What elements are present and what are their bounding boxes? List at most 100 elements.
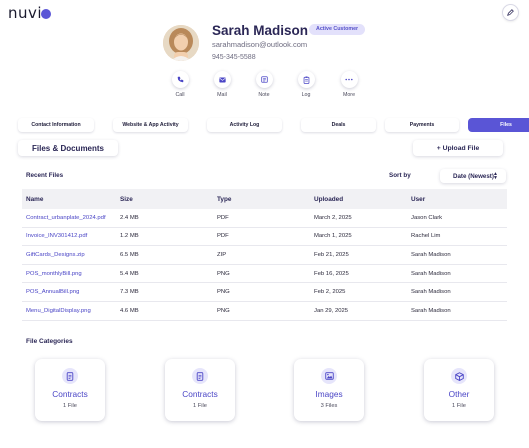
category-name: Contracts: [182, 389, 218, 399]
log-action[interactable]: Log: [291, 71, 321, 98]
file-size: 2.4 MB: [120, 214, 139, 221]
note-icon: [260, 76, 268, 83]
file-user: Rachel Lim: [411, 233, 441, 240]
category-name: Other: [448, 389, 470, 399]
file-name-link[interactable]: GiftCards_Designs.zip: [26, 251, 85, 258]
file-uploaded: Feb 21, 2025: [314, 251, 349, 258]
document-icon: [62, 368, 78, 384]
tab-bar: Contact Information Website & App Activi…: [18, 118, 529, 132]
call-action[interactable]: Call: [165, 71, 195, 98]
sort-label: Sort by: [389, 172, 411, 179]
column-header-user[interactable]: User: [411, 195, 426, 203]
sort-value: Date (Newest): [453, 172, 494, 180]
status-badge: Active Customer: [309, 24, 366, 35]
pencil-icon: [507, 9, 514, 16]
column-header-type[interactable]: Type: [217, 195, 232, 203]
tab-files[interactable]: Files: [468, 118, 529, 132]
file-type: PNG: [217, 307, 230, 314]
call-label: Call: [175, 92, 185, 98]
more-icon: [345, 78, 353, 81]
file-name-link[interactable]: POS_AnnualBill.png: [26, 289, 80, 296]
file-type: ZIP: [217, 251, 227, 258]
category-card-contracts-2[interactable]: Contracts 1 File: [165, 359, 235, 421]
file-type: PDF: [217, 214, 229, 221]
box-icon: [451, 368, 467, 384]
files-table: Name Size Type Uploaded User Contract_ur…: [22, 189, 507, 321]
category-card-contracts[interactable]: Contracts 1 File: [35, 359, 105, 421]
table-row: Menu_DigitalDisplay.png 4.6 MB PNG Jan 2…: [22, 302, 507, 321]
table-row: Invoice_INV301412.pdf 1.2 MB PDF March 1…: [22, 228, 507, 247]
category-card-images[interactable]: Images 3 Files: [294, 359, 364, 421]
category-card-other[interactable]: Other 1 File: [424, 359, 494, 421]
file-user: Sarah Madison: [411, 251, 451, 258]
mail-label: Mail: [217, 92, 227, 98]
tab-contact-information[interactable]: Contact Information: [18, 118, 94, 132]
mail-action[interactable]: Mail: [207, 71, 237, 98]
logo-text: nuvi: [8, 4, 43, 22]
upload-file-button[interactable]: + Upload File: [413, 140, 503, 156]
tab-website-app-activity[interactable]: Website & App Activity: [113, 118, 188, 132]
mail-icon: [218, 77, 226, 82]
note-action[interactable]: Note: [249, 71, 279, 98]
sort-select[interactable]: Date (Newest) ▲ ▼: [440, 169, 506, 183]
file-uploaded: Feb 2, 2025: [314, 289, 346, 296]
avatar: [163, 25, 199, 61]
column-header-uploaded[interactable]: Uploaded: [314, 195, 344, 203]
file-name-link[interactable]: Invoice_INV301412.pdf: [26, 233, 88, 240]
table-row: Contract_urbanplate_2024.pdf 2.4 MB PDF …: [22, 209, 507, 228]
file-size: 4.6 MB: [120, 307, 139, 314]
file-type: PNG: [217, 289, 230, 296]
more-button[interactable]: [340, 71, 358, 88]
more-action[interactable]: More: [334, 71, 364, 98]
more-label: More: [342, 92, 356, 98]
document-icon: [192, 368, 208, 384]
category-count: 1 File: [452, 403, 466, 409]
contact-email: sarahmadison@outlook.com: [212, 40, 308, 49]
tab-payments[interactable]: Payments: [385, 118, 459, 132]
note-label: Note: [258, 92, 270, 98]
column-header-name[interactable]: Name: [26, 195, 44, 203]
file-uploaded: March 2, 2025: [314, 214, 352, 221]
tab-activity-log[interactable]: Activity Log: [207, 118, 282, 132]
file-categories-title: File Categories: [26, 338, 73, 345]
file-uploaded: March 1, 2025: [314, 233, 352, 240]
contact-name: Sarah Madison: [212, 23, 309, 38]
image-icon: [321, 368, 337, 384]
file-size: 6.5 MB: [120, 251, 139, 258]
call-button[interactable]: [171, 71, 189, 88]
category-count: 3 Files: [320, 403, 338, 409]
file-size: 1.2 MB: [120, 233, 139, 240]
table-header: Name Size Type Uploaded User: [22, 189, 507, 209]
contact-phone: 945-345-5588: [212, 54, 256, 61]
table-row: POS_AnnualBill.png 7.3 MB PNG Feb 2, 202…: [22, 283, 507, 302]
recent-files-title: Recent Files: [26, 172, 64, 179]
category-count: 1 File: [63, 403, 77, 409]
edit-button[interactable]: [502, 4, 519, 21]
table-row: POS_monthlyBill.png 5.4 MB PNG Feb 16, 2…: [22, 265, 507, 284]
logo-mark: [41, 8, 52, 19]
table-row: GiftCards_Designs.zip 6.5 MB ZIP Feb 21,…: [22, 246, 507, 265]
file-user: Jason Clark: [411, 214, 443, 221]
column-header-size[interactable]: Size: [120, 195, 133, 203]
file-name-link[interactable]: Menu_DigitalDisplay.png: [26, 307, 91, 314]
file-user: Sarah Madison: [411, 289, 451, 296]
category-count: 1 File: [193, 403, 207, 409]
section-title: Files & Documents: [18, 140, 118, 156]
log-icon: [303, 76, 309, 84]
file-user: Sarah Madison: [411, 270, 451, 277]
log-label: Log: [301, 92, 311, 98]
file-size: 5.4 MB: [120, 270, 139, 277]
file-name-link[interactable]: Contract_urbanplate_2024.pdf: [26, 214, 106, 221]
category-name: Images: [315, 389, 343, 399]
file-type: PNG: [217, 270, 230, 277]
tab-deals[interactable]: Deals: [301, 118, 376, 132]
mail-button[interactable]: [213, 71, 231, 88]
category-name: Contracts: [52, 389, 88, 399]
log-button[interactable]: [297, 71, 315, 88]
file-uploaded: Jan 29, 2025: [314, 307, 349, 314]
file-type: PDF: [217, 233, 229, 240]
note-button[interactable]: [255, 71, 273, 88]
file-name-link[interactable]: POS_monthlyBill.png: [26, 270, 82, 277]
file-size: 7.3 MB: [120, 289, 139, 296]
brand-logo: nuvi: [8, 4, 52, 22]
